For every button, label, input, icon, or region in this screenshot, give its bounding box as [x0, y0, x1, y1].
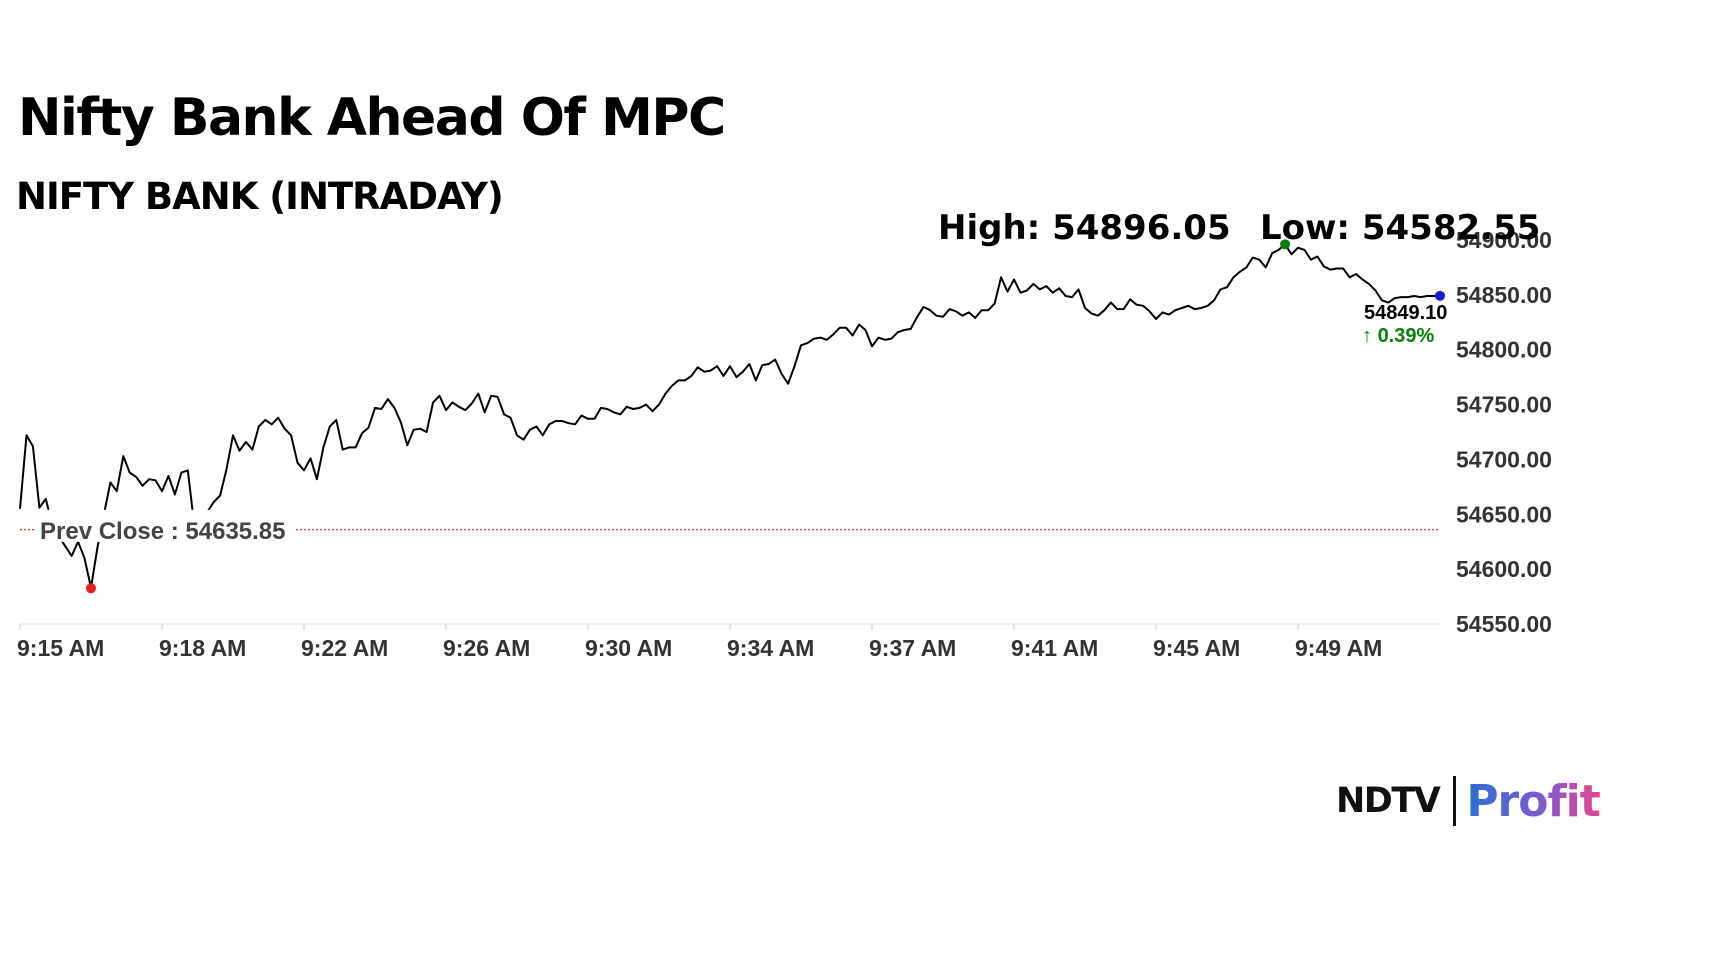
last-price-label: 54849.10	[1364, 302, 1447, 324]
y-tick-label: 54750.00	[1456, 392, 1552, 418]
high-marker	[1280, 239, 1291, 250]
last-price-marker	[1435, 290, 1445, 301]
y-axis-ticks: 54550.00 54600.00 54650.00 54700.00 54750.00…	[1456, 227, 1552, 637]
chart-title: NIFTY BANK (INTRADAY)	[16, 175, 504, 218]
x-axis-ticks: 9:15 AM 9:18 AM 9:22 AM 9:26 AM 9:30 AM 9:34 …	[17, 624, 1382, 661]
prev-close-label: Prev Close : 54635.85	[40, 518, 286, 545]
headline: Nifty Bank Ahead Of MPC	[18, 88, 726, 148]
x-tick-label: 9:26 AM	[443, 635, 530, 661]
x-tick-label: 9:37 AM	[869, 635, 956, 661]
y-tick-label: 54650.00	[1456, 501, 1552, 527]
x-tick-label: 9:41 AM	[1011, 635, 1098, 661]
last-change-value: 0.39%	[1378, 325, 1435, 347]
prev-close-label-bg	[34, 509, 296, 542]
up-arrow-icon: ↑	[1362, 325, 1378, 347]
profit-wordmark: Profit	[1466, 775, 1600, 827]
x-tick-label: 9:45 AM	[1153, 635, 1240, 661]
y-tick-label: 54700.00	[1456, 446, 1552, 472]
y-tick-label: 54900.00	[1456, 227, 1552, 253]
x-tick-label: 9:15 AM	[17, 635, 104, 661]
low-marker	[86, 583, 96, 594]
ndtv-profit-logo: NDTV Profit	[1336, 775, 1601, 827]
x-tick-label: 9:22 AM	[301, 635, 388, 661]
x-tick-label: 9:34 AM	[727, 635, 814, 661]
x-tick-label: 9:30 AM	[585, 635, 672, 661]
x-tick-label: 9:49 AM	[1295, 635, 1382, 661]
y-tick-label: 54800.00	[1456, 337, 1552, 363]
x-tick-label: 9:18 AM	[159, 635, 246, 661]
y-tick-label: 54550.00	[1456, 611, 1552, 637]
high-label: High: 54896.05	[938, 208, 1231, 248]
y-tick-label: 54600.00	[1456, 556, 1552, 582]
low-label: Low: 54582.55	[1260, 208, 1540, 248]
last-change-label: ↑ 0.39%	[1362, 325, 1434, 347]
price-line	[19, 243, 1441, 589]
ndtv-wordmark: NDTV	[1336, 781, 1441, 821]
logo-divider	[1453, 776, 1457, 826]
y-tick-label: 54850.00	[1456, 282, 1552, 308]
